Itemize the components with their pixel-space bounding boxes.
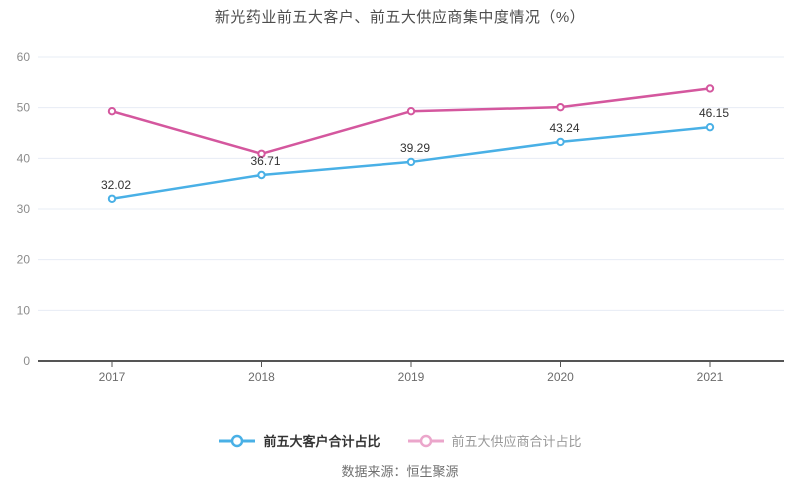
svg-text:2020: 2020 [547,370,574,384]
svg-text:0: 0 [23,354,30,368]
legend-marker-customers-icon [219,434,256,447]
chart-title: 新光药业前五大客户、前五大供应商集中度情况（%） [214,9,586,26]
legend: 前五大客户合计占比 前五大供应商合计占比 [0,431,800,450]
svg-text:20: 20 [17,253,31,267]
legend-label-suppliers: 前五大供应商合计占比 [451,434,582,449]
line-chart: 0 10 20 30 40 50 60 2017 2018 2019 2020 2021 32.02 36… [17,50,784,384]
legend-marker-suppliers-icon [407,434,444,447]
svg-text:2018: 2018 [248,370,275,384]
svg-text:10: 10 [17,303,31,317]
svg-text:2021: 2021 [697,370,724,384]
svg-text:50: 50 [17,101,31,115]
svg-text:43.24: 43.24 [549,121,579,135]
svg-text:40: 40 [17,151,31,165]
svg-text:46.15: 46.15 [699,106,729,120]
legend-label-customers: 前五大客户合计占比 [263,434,381,449]
data-source: 数据来源：恒生聚源 [341,464,459,479]
svg-text:60: 60 [17,50,31,64]
svg-text:2017: 2017 [99,370,126,384]
legend-item-suppliers[interactable]: 前五大供应商合计占比 [407,431,582,450]
svg-text:32.02: 32.02 [101,178,131,192]
svg-text:2019: 2019 [398,370,425,384]
svg-text:39.29: 39.29 [400,141,430,155]
svg-text:30: 30 [17,202,31,216]
svg-text:36.71: 36.71 [250,154,280,168]
legend-item-customers[interactable]: 前五大客户合计占比 [218,431,381,450]
